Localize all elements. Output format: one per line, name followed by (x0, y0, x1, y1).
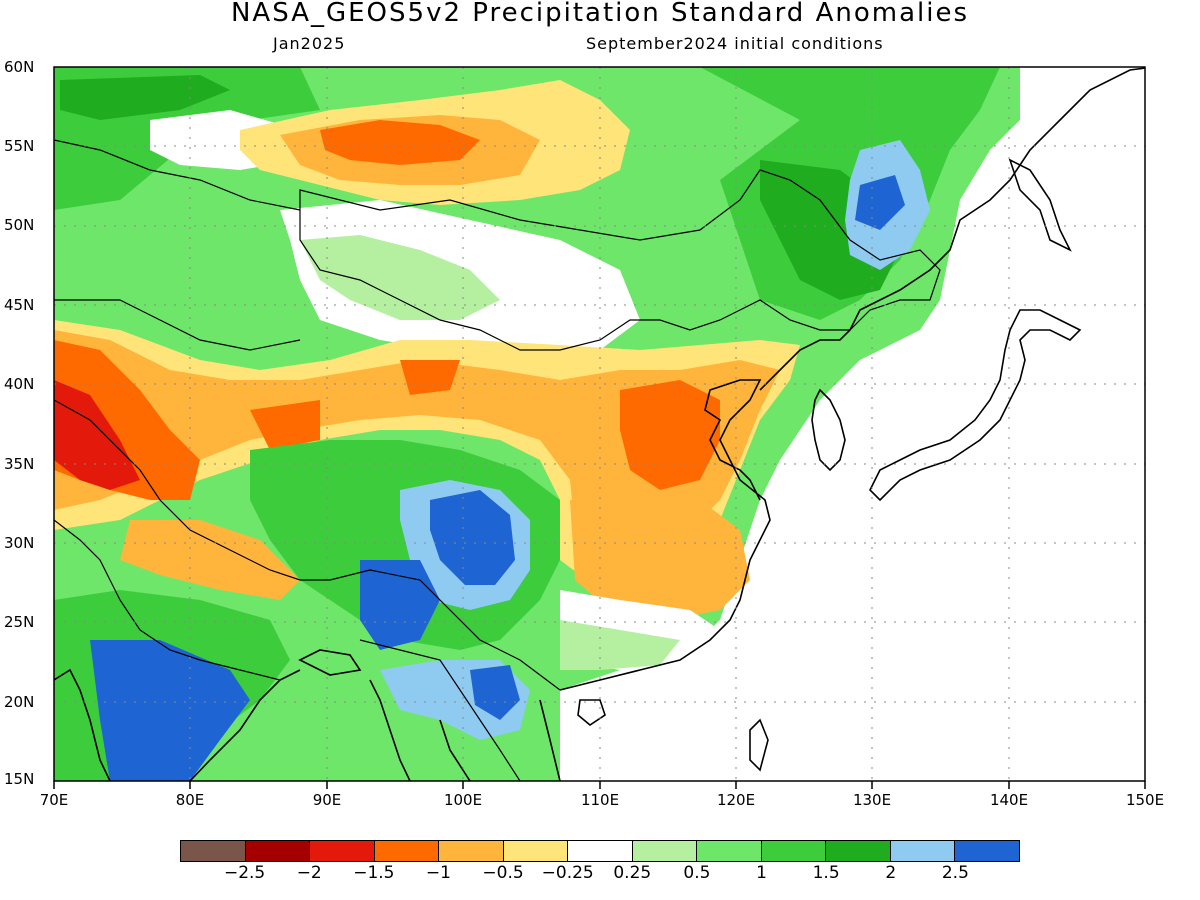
precipitation-anomaly-map (53, 66, 1146, 789)
legend-tick-label: 2 (885, 863, 897, 883)
legend-tick-label: 0.25 (613, 863, 652, 883)
axis-ticks (53, 781, 1146, 789)
legend-tick-label: −2.5 (223, 863, 266, 883)
lat-label: 15N (4, 770, 35, 788)
legend-tick-label: −0.25 (541, 863, 594, 883)
legend-tick-label: −1.5 (353, 863, 395, 883)
legend-swatch (955, 841, 1019, 861)
legend-swatch (374, 841, 440, 861)
lat-label: 20N (4, 693, 35, 711)
legend-swatch (439, 841, 504, 861)
lat-label: 25N (4, 613, 35, 631)
country-borders (54, 139, 941, 781)
map-title: NASA_GEOS5v2 Precipitation Standard Anom… (230, 0, 970, 28)
legend-swatch (245, 841, 311, 861)
legend-tick-label: −1 (425, 863, 451, 883)
color-legend-bar (180, 840, 1020, 862)
lon-label: 90E (312, 791, 342, 809)
legend-tick-label: −0.5 (482, 863, 524, 883)
lon-label: 130E (852, 791, 892, 809)
legend-swatch (697, 841, 762, 861)
legend-swatch (826, 841, 891, 861)
lat-label: 30N (4, 534, 35, 552)
lat-label: 60N (4, 58, 35, 76)
legend-tick-label: −2 (296, 863, 322, 883)
legend-swatch (310, 841, 375, 861)
legend-swatch (890, 841, 956, 861)
lon-label: 100E (443, 791, 483, 809)
lon-label: 150E (1125, 791, 1165, 809)
lon-label: 80E (175, 791, 205, 809)
legend-tick-label: 2.5 (941, 863, 969, 883)
lon-label: 140E (989, 791, 1029, 809)
legend-swatch (568, 841, 633, 861)
lat-label: 35N (4, 455, 35, 473)
legend-swatch (181, 841, 246, 861)
legend-swatch (632, 841, 698, 861)
lon-label: 120E (716, 791, 756, 809)
lat-label: 50N (4, 216, 35, 234)
coastlines (54, 67, 1145, 781)
lon-label: 110E (580, 791, 620, 809)
initial-conditions-label: September2024 initial conditions (586, 34, 884, 53)
legend-swatch (761, 841, 827, 861)
legend-tick-label: 1 (756, 863, 767, 883)
forecast-month: Jan2025 (273, 34, 346, 53)
legend-tick-label: 0.5 (683, 863, 711, 883)
legend-tick-label: 1.5 (812, 863, 840, 883)
legend-swatch (503, 841, 569, 861)
lon-label: 70E (39, 791, 69, 809)
gridlines (54, 67, 1145, 781)
lat-label: 55N (4, 137, 35, 155)
lat-label: 40N (4, 375, 35, 393)
lat-label: 45N (4, 296, 35, 314)
